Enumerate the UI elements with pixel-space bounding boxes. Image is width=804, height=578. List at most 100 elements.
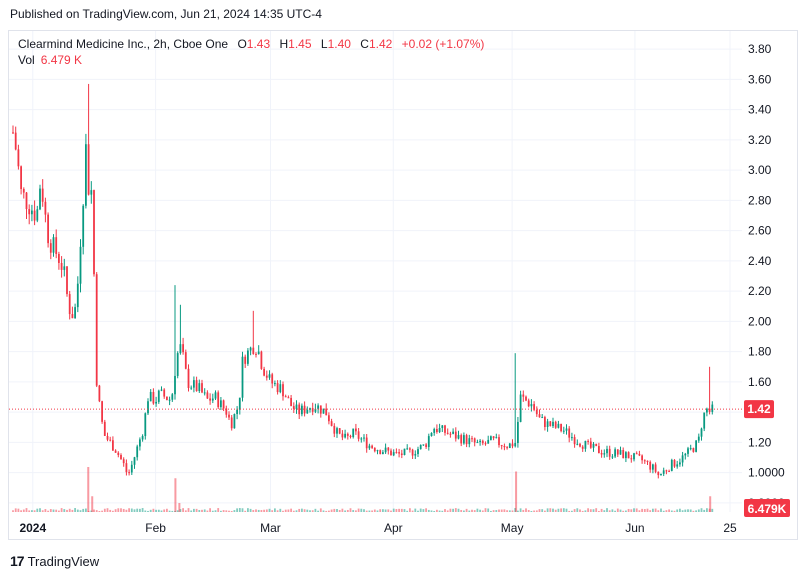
volume-bar	[168, 510, 171, 512]
volume-bar	[74, 508, 76, 512]
volume-bar	[271, 510, 274, 512]
volume-bar	[55, 509, 58, 512]
candle-body	[184, 352, 187, 369]
candle-body	[495, 437, 498, 439]
candle-body	[584, 440, 587, 449]
candle-body	[703, 412, 706, 429]
volume-bar	[646, 508, 649, 512]
candle-body	[652, 464, 654, 470]
candle-body	[198, 383, 201, 392]
volume-bar	[66, 509, 68, 512]
volume-bar	[481, 510, 484, 512]
volume-bar	[14, 508, 17, 512]
candle-body	[635, 453, 638, 455]
candle-body	[706, 408, 708, 413]
candle-body	[492, 436, 495, 439]
candle-body	[187, 368, 190, 388]
candle-body	[139, 439, 141, 447]
volume-bar	[495, 510, 498, 512]
volume-bar	[419, 508, 422, 512]
last-volume-tag-bg	[744, 499, 790, 517]
y-tick-label: 1.20	[748, 435, 772, 449]
volume-bar	[522, 509, 525, 512]
candle-body	[195, 380, 198, 392]
volume-bar	[128, 508, 130, 512]
volume-bar	[257, 509, 260, 512]
volume-bar	[214, 510, 217, 512]
volume-bar	[706, 508, 708, 512]
volume-bar	[457, 508, 460, 512]
volume-bar	[125, 509, 128, 512]
legend-high-label: H	[279, 37, 289, 51]
volume-bar	[203, 509, 206, 512]
price-axis[interactable]: 3.80 3.60 3.40 3.20 3.00 2.80 2.60 2.40 2.20 2.00…	[748, 42, 785, 510]
candle-body	[633, 453, 635, 460]
volume-bar	[595, 508, 598, 512]
last-price-tag-label: 1.42	[747, 402, 771, 416]
volume-bar	[93, 509, 95, 512]
candle-body	[314, 408, 317, 412]
candle-body	[600, 453, 603, 455]
candle-body	[274, 383, 276, 385]
candle-body	[398, 452, 400, 454]
legend-symbol[interactable]: Clearmind Medicine Inc., 2h, Cboe One	[18, 37, 229, 51]
volume-bar	[322, 510, 325, 512]
candle-body	[130, 464, 133, 473]
candle-body	[654, 464, 657, 472]
candle-body	[14, 132, 17, 150]
volume-bar	[25, 508, 28, 512]
candle-body	[452, 431, 454, 434]
volume-bar	[503, 509, 506, 512]
volume-bar	[238, 508, 241, 512]
volume-bar	[638, 510, 641, 512]
candle-body	[641, 455, 643, 461]
y-tick-label: 3.80	[748, 42, 772, 56]
volume-bar	[52, 509, 55, 512]
candle-body	[336, 428, 338, 434]
candle-body	[708, 408, 711, 412]
volume-bar	[441, 510, 444, 512]
candle-body	[168, 399, 171, 401]
volume-bar	[17, 508, 20, 512]
volume-bar	[425, 508, 427, 512]
volume-bar	[584, 510, 587, 512]
volume-bar	[689, 509, 692, 512]
candle-body	[44, 201, 47, 215]
candle-body	[414, 454, 417, 456]
candle-body	[406, 448, 409, 450]
candle-body	[171, 394, 174, 400]
candle-body	[71, 314, 74, 319]
volume-bar	[465, 508, 468, 512]
candle-body	[87, 144, 90, 195]
candle-body	[157, 390, 160, 402]
volume-bar	[581, 510, 584, 512]
volume-bar	[371, 510, 373, 512]
volume-bar	[336, 509, 338, 512]
candle-body	[349, 435, 352, 438]
candle-body	[155, 401, 157, 404]
volume-bar	[392, 508, 395, 512]
volume-bar	[560, 508, 562, 512]
candle-body	[163, 389, 166, 397]
tradingview-brand[interactable]: 17 TradingView	[10, 553, 99, 569]
candle-body	[106, 435, 109, 440]
candle-body	[265, 375, 268, 378]
candle-body	[565, 428, 568, 431]
candle-body	[49, 243, 52, 253]
time-axis[interactable]: 2024 Feb Mar Apr May Jun 25	[19, 521, 737, 535]
volume-bar	[103, 508, 106, 512]
candle-body	[247, 350, 249, 364]
candle-body	[147, 401, 149, 414]
volume-bar	[349, 508, 352, 512]
volume-bar	[484, 508, 487, 512]
volume-bar	[328, 510, 330, 512]
volume-bar	[479, 509, 481, 512]
y-tick-label: 2.80	[748, 193, 772, 207]
volume-bar	[452, 508, 454, 512]
candle-body	[328, 415, 330, 422]
legend-close-value: 1.42	[368, 37, 393, 51]
volume-bar	[265, 509, 268, 512]
candle-body	[425, 444, 427, 448]
last-price-tag: 1.42	[744, 400, 774, 419]
